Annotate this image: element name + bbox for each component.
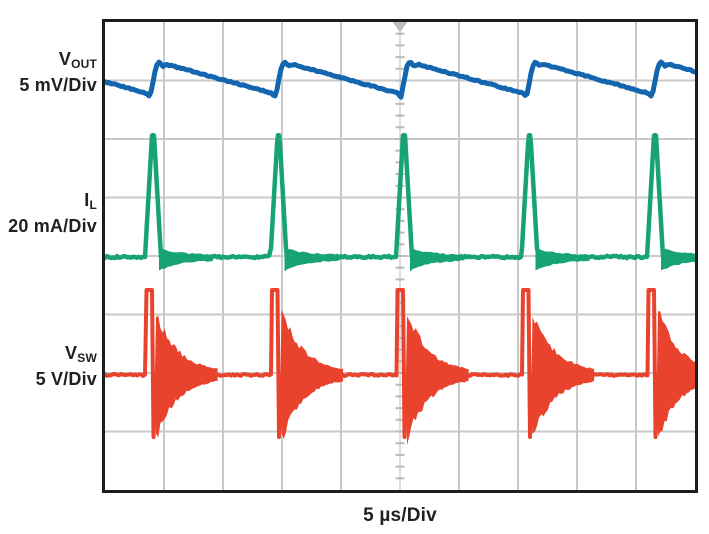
label-vout-sym: V (58, 49, 72, 69)
label-vout-symbol: VOUT (0, 49, 97, 75)
label-il: IL 20 mA/Div (0, 190, 97, 237)
label-il-sym: I (84, 190, 90, 210)
label-vsw: VSW 5 V/Div (0, 343, 97, 390)
label-vsw-sym: V (65, 343, 78, 363)
label-il-scale: 20 mA/Div (8, 216, 97, 236)
label-il-symbol: IL (0, 190, 97, 216)
label-il-subscript: L (89, 198, 97, 212)
label-timebase: 5 µs/Div (363, 505, 437, 526)
label-vout-subscript: OUT (71, 57, 97, 71)
label-vsw-subscript: SW (77, 351, 97, 365)
label-vsw-symbol: VSW (0, 343, 97, 369)
scope-plot (102, 19, 698, 493)
label-vout-scale: 5 mV/Div (19, 75, 97, 95)
label-vsw-scale: 5 V/Div (35, 369, 97, 389)
waveform-canvas (105, 22, 695, 490)
label-vout: VOUT 5 mV/Div (0, 49, 97, 96)
